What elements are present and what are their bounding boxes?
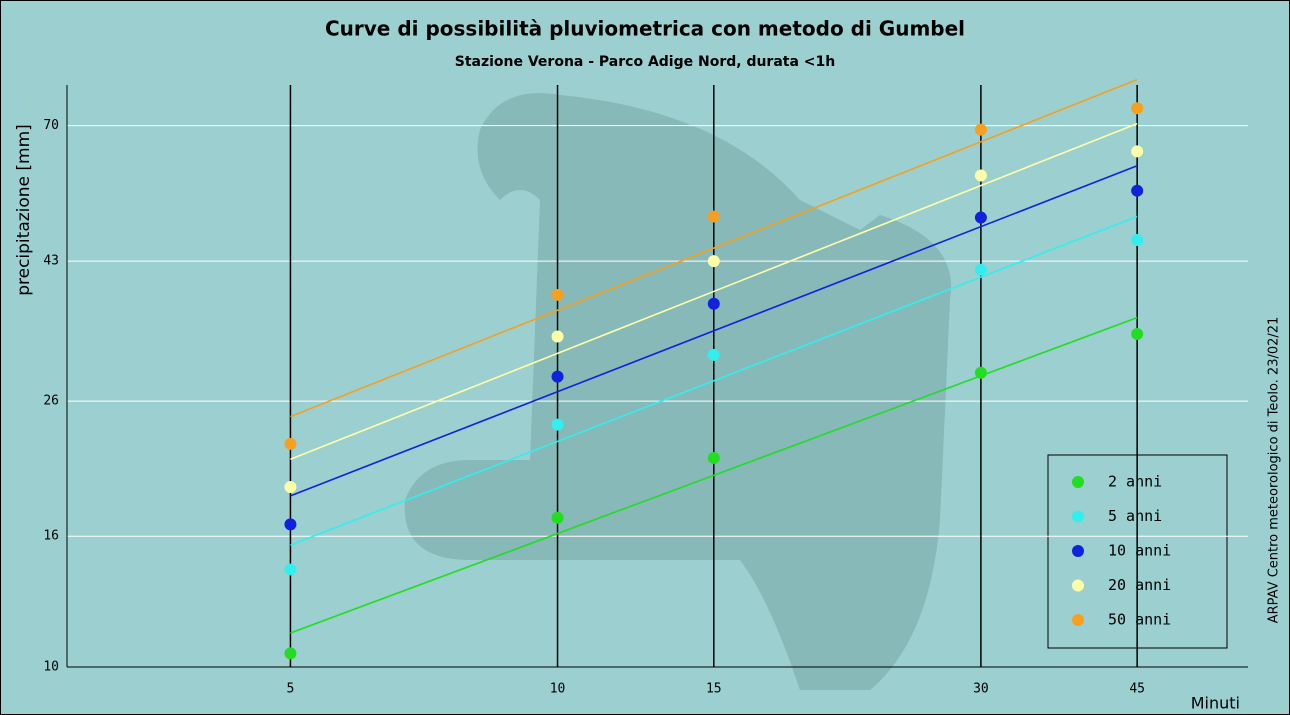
x-tick-label: 45 <box>1129 682 1145 697</box>
point <box>974 263 987 276</box>
x-tick-label: 15 <box>706 682 722 697</box>
fit-line <box>290 215 1138 546</box>
chart-title: Curve di possibilità pluviometrica con m… <box>325 17 965 41</box>
y-tick-label: 43 <box>43 254 59 269</box>
credit: ARPAV Centro meteorologico di Teolo. 23/… <box>1267 317 1282 624</box>
fit-line <box>290 122 1138 460</box>
y-tick-label: 10 <box>43 660 59 675</box>
legend-marker <box>1072 614 1084 626</box>
point <box>707 451 720 464</box>
point <box>551 288 564 301</box>
legend-label: 2 anni <box>1108 473 1162 491</box>
legend-marker <box>1072 510 1084 523</box>
legend-label: 5 anni <box>1108 507 1162 525</box>
x-tick-label: 30 <box>973 682 989 697</box>
point <box>707 210 720 223</box>
legend-marker <box>1072 545 1084 557</box>
point <box>974 211 987 224</box>
fit-line <box>290 316 1138 634</box>
point <box>707 255 720 268</box>
legend-marker <box>1072 579 1084 592</box>
fit-line <box>290 78 1138 418</box>
y-tick-label: 26 <box>43 394 59 409</box>
x-tick-label: 5 <box>287 682 295 697</box>
x-tick-label: 10 <box>550 682 566 697</box>
point <box>1131 327 1144 340</box>
point <box>1131 102 1144 115</box>
legend-label: 10 anni <box>1108 542 1171 560</box>
legend-label: 50 anni <box>1108 611 1171 629</box>
point <box>551 330 564 343</box>
fit-line <box>290 164 1138 497</box>
point <box>707 348 720 361</box>
point <box>551 418 564 431</box>
point <box>284 647 297 660</box>
point <box>1131 234 1144 247</box>
legend-label: 20 anni <box>1108 576 1171 594</box>
watermark <box>404 93 952 690</box>
y-tick-label: 16 <box>43 529 59 544</box>
x-axis-label: Minuti <box>1191 694 1240 713</box>
point <box>974 169 987 182</box>
point <box>551 370 564 383</box>
point <box>974 366 987 379</box>
legend-marker <box>1072 476 1084 488</box>
point <box>974 123 987 136</box>
point <box>1131 184 1144 197</box>
point <box>284 480 297 493</box>
point <box>284 518 297 531</box>
point <box>284 563 297 576</box>
y-tick-label: 70 <box>43 118 59 133</box>
point <box>707 297 720 310</box>
point <box>1131 145 1144 158</box>
y-axis-label: precipitazione [mm] <box>14 124 34 296</box>
point <box>551 511 564 524</box>
chart-subtitle: Stazione Verona - Parco Adige Nord, dura… <box>455 54 836 70</box>
point <box>284 437 297 450</box>
